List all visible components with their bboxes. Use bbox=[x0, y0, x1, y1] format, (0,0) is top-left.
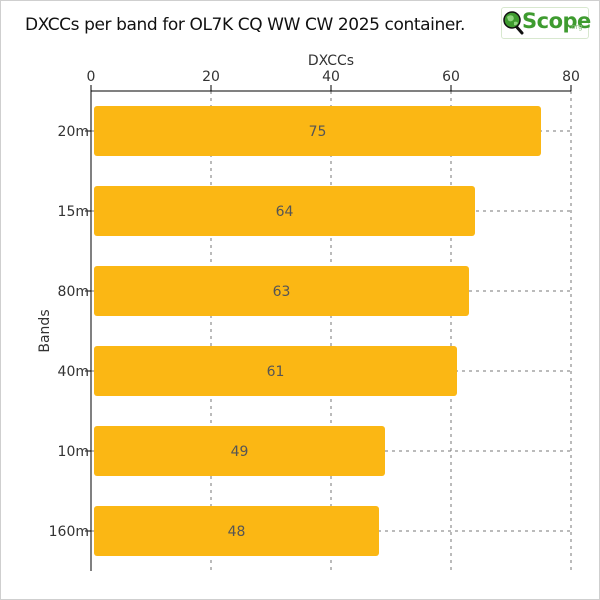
y-tick-label: 10m bbox=[58, 444, 89, 460]
y-tick-label: 15m bbox=[58, 204, 89, 220]
bar-value-label: 63 bbox=[273, 284, 291, 300]
y-tick-label: 40m bbox=[58, 364, 89, 380]
bar-15m bbox=[94, 186, 475, 236]
logo-text: Scope bbox=[522, 9, 591, 33]
magnifier-globe-icon bbox=[503, 11, 524, 35]
bar-value-label: 61 bbox=[267, 364, 285, 380]
bar-value-label: 64 bbox=[276, 204, 294, 220]
bar-10m bbox=[94, 426, 385, 476]
bar-value-label: 49 bbox=[231, 444, 249, 460]
axes: 0 20 40 60 80 20m 15m 80m 40m 10m 160m bbox=[49, 69, 580, 571]
bar-160m bbox=[94, 506, 379, 556]
x-tick-label: 40 bbox=[322, 69, 340, 85]
y-axis-title: Bands bbox=[37, 309, 53, 352]
y-tick-label: 160m bbox=[49, 524, 89, 540]
bar-value-label: 48 bbox=[228, 524, 246, 540]
bar-80m bbox=[94, 266, 469, 316]
x-tick-label: 0 bbox=[87, 69, 96, 85]
x-axis-title: DXCCs bbox=[308, 53, 354, 69]
qrzscope-logo: Scope .org bbox=[501, 7, 591, 39]
bar-40m bbox=[94, 346, 457, 396]
logo-suffix: .org bbox=[569, 23, 583, 31]
x-tick-label: 80 bbox=[562, 69, 580, 85]
y-tick-label: 20m bbox=[58, 124, 89, 140]
x-tick-label: 60 bbox=[442, 69, 460, 85]
x-tick-label: 20 bbox=[202, 69, 220, 85]
bars: 75 64 63 61 49 48 bbox=[94, 106, 541, 556]
bar-20m bbox=[94, 106, 541, 156]
y-tick-label: 80m bbox=[58, 284, 89, 300]
bar-value-label: 75 bbox=[309, 124, 327, 140]
chart-title: DXCCs per band for OL7K CQ WW CW 2025 co… bbox=[25, 15, 465, 35]
gridlines bbox=[91, 91, 572, 571]
